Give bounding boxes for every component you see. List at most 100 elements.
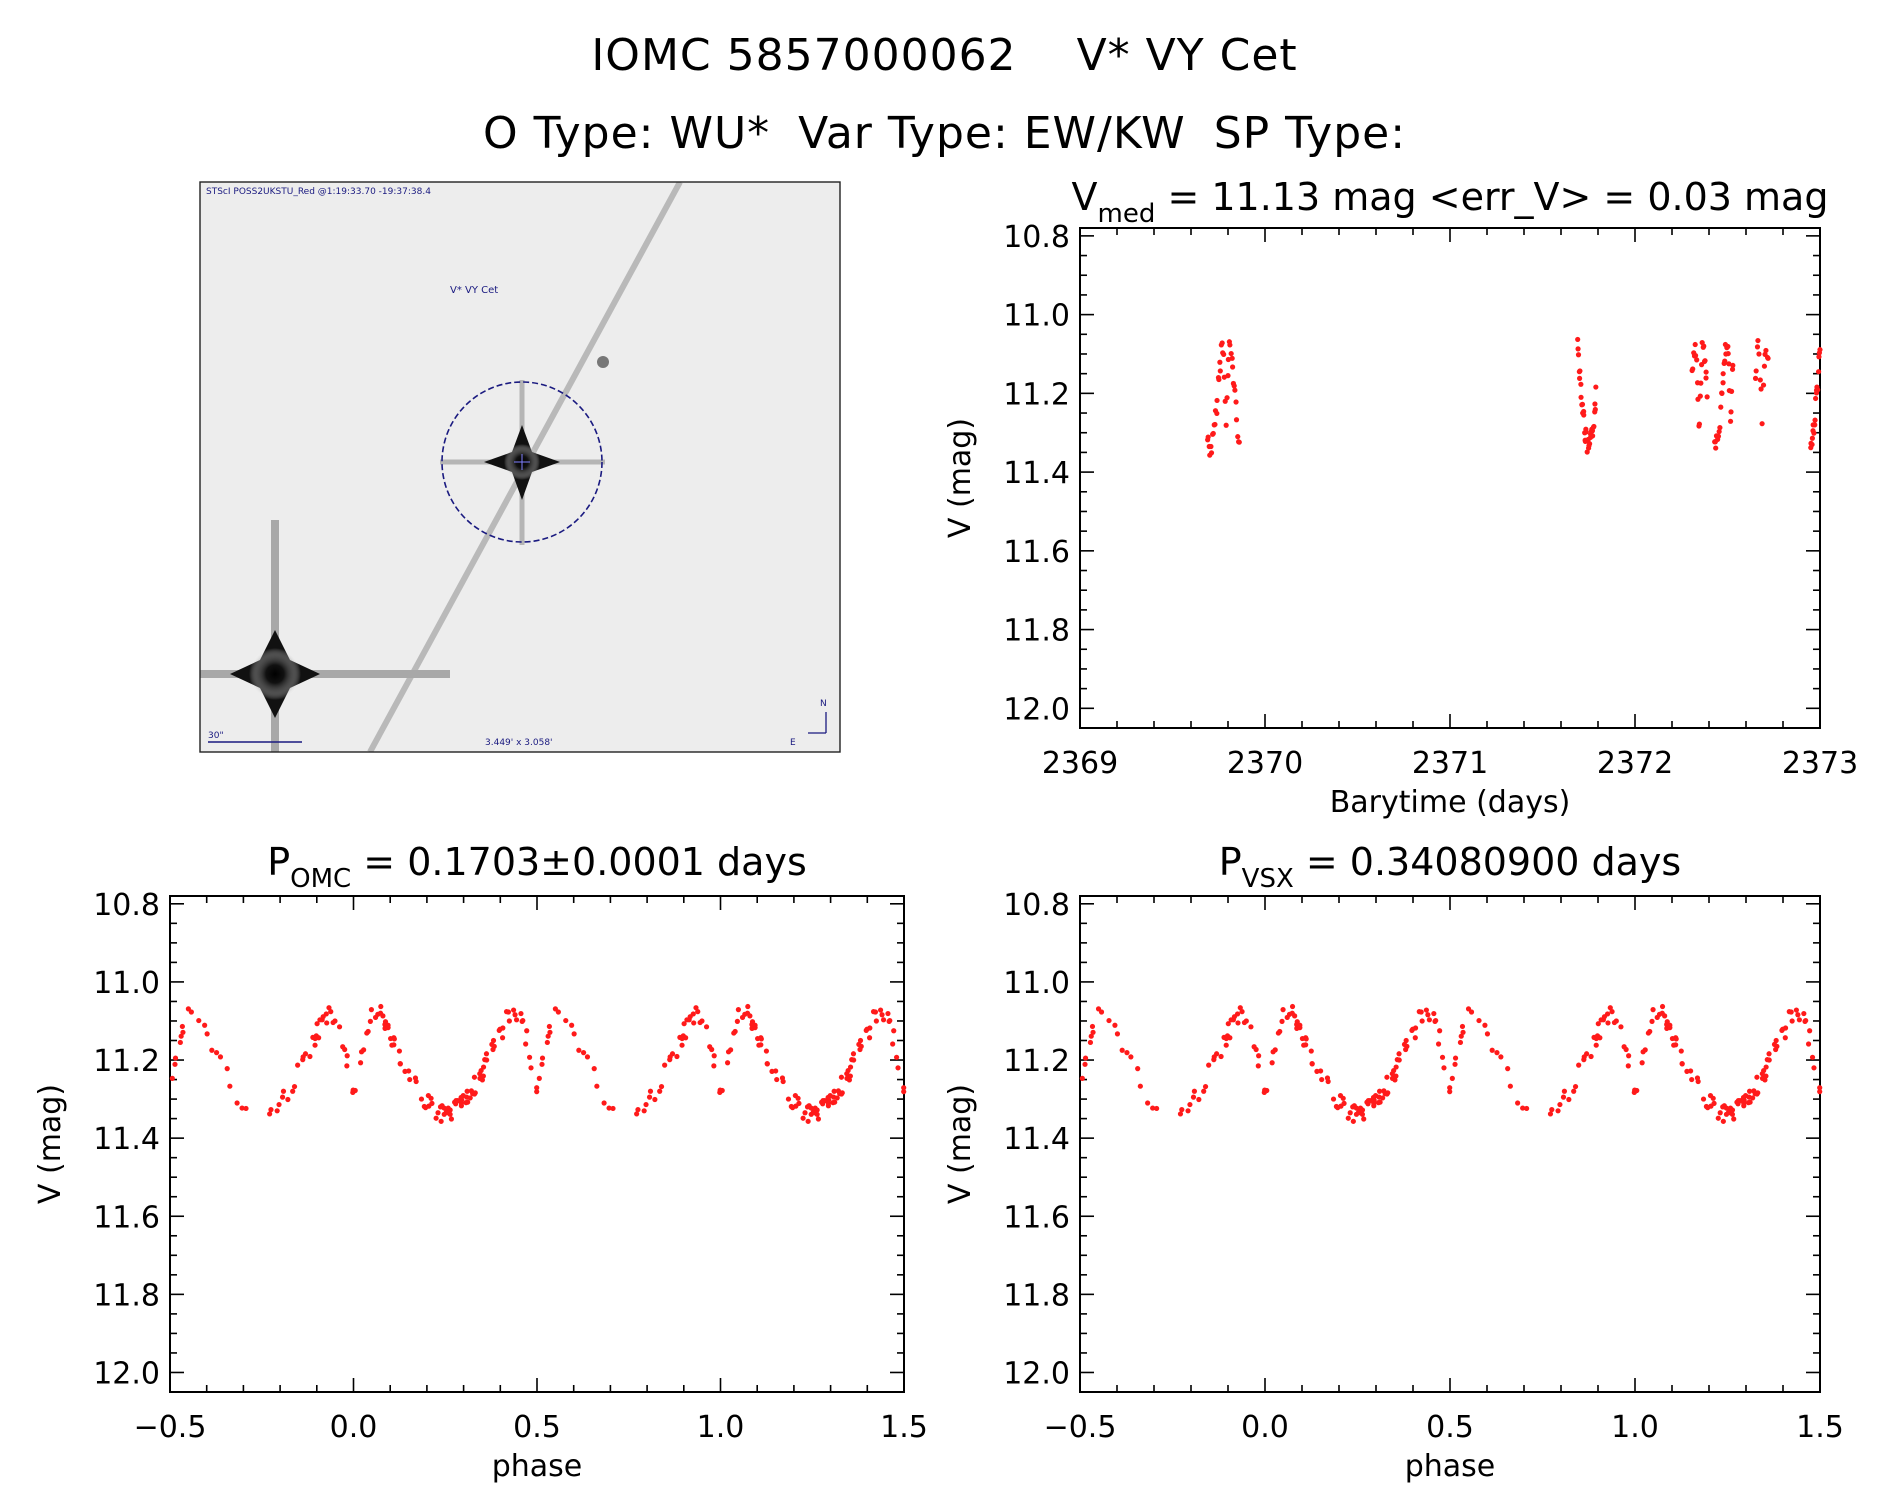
data-point <box>1591 423 1597 430</box>
data-point <box>1782 1035 1788 1041</box>
data-point <box>539 1055 546 1061</box>
data-point <box>1341 1100 1347 1106</box>
data-point <box>1082 1055 1089 1061</box>
data-point <box>196 1017 202 1024</box>
title-subscript: med <box>1098 199 1156 229</box>
data-point <box>276 1101 282 1108</box>
data-point <box>1759 1071 1765 1077</box>
data-point <box>1809 435 1815 441</box>
data-point <box>526 1054 533 1060</box>
data-point <box>1489 1047 1495 1053</box>
data-point <box>1572 1083 1579 1090</box>
data-point <box>1235 1020 1241 1026</box>
data-point <box>1089 1023 1096 1030</box>
data-point <box>307 1053 313 1060</box>
data-point <box>1782 1025 1789 1031</box>
data-point <box>679 1042 685 1048</box>
data-point <box>1350 1118 1356 1124</box>
data-point <box>204 1031 210 1037</box>
data-point <box>1593 384 1599 390</box>
data-point <box>1578 394 1584 400</box>
data-point <box>1816 354 1822 360</box>
data-point <box>177 1039 183 1046</box>
data-point <box>763 1048 770 1054</box>
data-point <box>711 1053 717 1059</box>
data-point <box>1549 1107 1555 1113</box>
data-point <box>1566 1096 1572 1103</box>
data-point <box>1727 418 1734 424</box>
data-point <box>1817 1085 1823 1091</box>
data-point <box>1555 1108 1561 1114</box>
data-point <box>691 1020 697 1026</box>
data-point <box>1135 1066 1141 1072</box>
x-tick-label: 2369 <box>1042 746 1118 781</box>
title-rest: = 11.13 mag <err_V> = 0.03 mag <box>1155 175 1828 219</box>
data-point <box>758 1042 764 1048</box>
data-point <box>1319 1076 1325 1083</box>
data-point <box>406 1068 412 1074</box>
data-point <box>1632 1087 1638 1093</box>
x-tick-label: 1.5 <box>880 1410 928 1445</box>
figure-subtitle: O Type: WU* Var Type: EW/KW SP Type: <box>0 108 1889 159</box>
data-point <box>814 1111 820 1117</box>
data-point <box>1425 1012 1431 1018</box>
x-tick-label: 1.5 <box>1796 1410 1844 1445</box>
data-point <box>657 1088 663 1094</box>
data-point <box>1214 397 1220 404</box>
data-point <box>503 1009 510 1015</box>
data-point <box>1593 1042 1599 1048</box>
data-point <box>635 1107 641 1113</box>
data-point <box>1702 358 1708 364</box>
data-point <box>745 1003 751 1010</box>
data-point <box>901 1089 907 1095</box>
data-point <box>539 1061 545 1067</box>
data-point <box>524 1028 530 1034</box>
data-point <box>1728 409 1734 415</box>
data-point <box>344 1063 350 1069</box>
data-point <box>428 1095 434 1101</box>
data-point <box>641 1108 647 1114</box>
data-point <box>1716 428 1722 435</box>
x-tick-label: 0.5 <box>1426 1410 1474 1445</box>
data-point <box>471 1074 478 1080</box>
data-point <box>646 1094 653 1100</box>
data-point <box>1308 1048 1314 1054</box>
data-point <box>1692 341 1698 348</box>
y-tick-label: 11.6 <box>93 1200 160 1235</box>
data-point <box>1235 434 1241 440</box>
data-point <box>1645 1030 1651 1036</box>
data-point <box>1452 1055 1459 1061</box>
data-point <box>610 1105 616 1112</box>
data-point <box>234 1100 240 1106</box>
data-point <box>844 1071 850 1077</box>
data-point <box>571 1031 577 1037</box>
data-point <box>857 1037 864 1044</box>
data-point <box>209 1047 215 1053</box>
data-point <box>448 1116 455 1122</box>
x-axis-title: phase <box>492 1449 583 1484</box>
data-point <box>1217 359 1223 365</box>
data-point <box>1710 1095 1716 1101</box>
bright-star <box>200 520 450 752</box>
data-point <box>1576 1062 1582 1068</box>
data-point <box>1229 355 1235 361</box>
data-point <box>547 1029 553 1035</box>
data-point <box>506 1018 512 1024</box>
data-point <box>634 1111 640 1117</box>
data-point <box>1753 368 1759 374</box>
data-point <box>188 1009 194 1015</box>
data-point <box>1639 1060 1645 1066</box>
data-point <box>1593 1035 1599 1042</box>
data-point <box>312 1042 318 1048</box>
data-point <box>324 1020 330 1026</box>
data-point <box>1460 1029 1466 1035</box>
data-point <box>452 1099 458 1105</box>
data-point <box>1796 1017 1802 1023</box>
data-point <box>391 1042 397 1048</box>
data-point <box>1659 1010 1665 1016</box>
data-point <box>1581 408 1587 415</box>
data-point <box>1807 1028 1813 1034</box>
data-point <box>1457 1039 1464 1046</box>
y-tick-label: 10.8 <box>1003 220 1070 255</box>
data-point <box>1251 1044 1257 1050</box>
